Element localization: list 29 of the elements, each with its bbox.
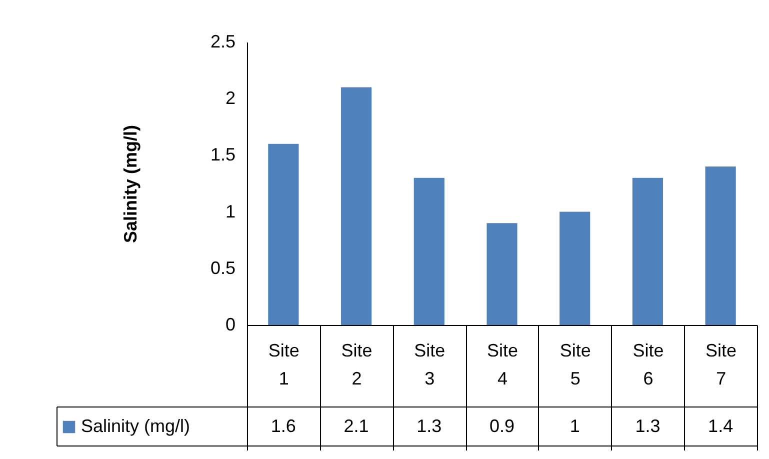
x-tick-label: Site 6: [632, 340, 664, 388]
y-tick-label: 1: [225, 201, 236, 222]
x-tick-label: Site 1: [268, 340, 300, 388]
data-label: 1.4: [708, 416, 734, 436]
bar: [632, 178, 664, 325]
bar: [414, 178, 444, 325]
data-label: 1.3: [635, 416, 660, 436]
x-tick-label: Site 4: [486, 340, 518, 388]
x-tick-label: Site 7: [706, 340, 737, 388]
y-tick-label: 2.5: [210, 32, 236, 52]
data-label: 0.9: [489, 416, 515, 436]
y-tick-label: 0: [225, 314, 236, 334]
x-tick-label: Site 2: [341, 340, 372, 388]
y-tick-label: 2: [225, 88, 236, 108]
bar: [560, 212, 590, 325]
data-label: 2.1: [344, 416, 369, 436]
x-tick-label: Site 5: [560, 340, 591, 388]
data-label: 1.6: [270, 416, 296, 436]
bar: [340, 87, 372, 325]
bar: [705, 166, 736, 325]
data-label: 1.3: [416, 416, 442, 436]
bar: [486, 223, 518, 325]
x-tick-label: Site 3: [414, 340, 446, 388]
data-label: 1: [570, 416, 580, 436]
y-axis-title: Salinity (mg/l): [120, 124, 140, 244]
bar: [268, 144, 299, 325]
y-tick-label: 0.5: [210, 258, 236, 278]
y-tick-label: 1.5: [210, 144, 236, 165]
legend-label: Salinity (mg/l): [81, 416, 190, 436]
